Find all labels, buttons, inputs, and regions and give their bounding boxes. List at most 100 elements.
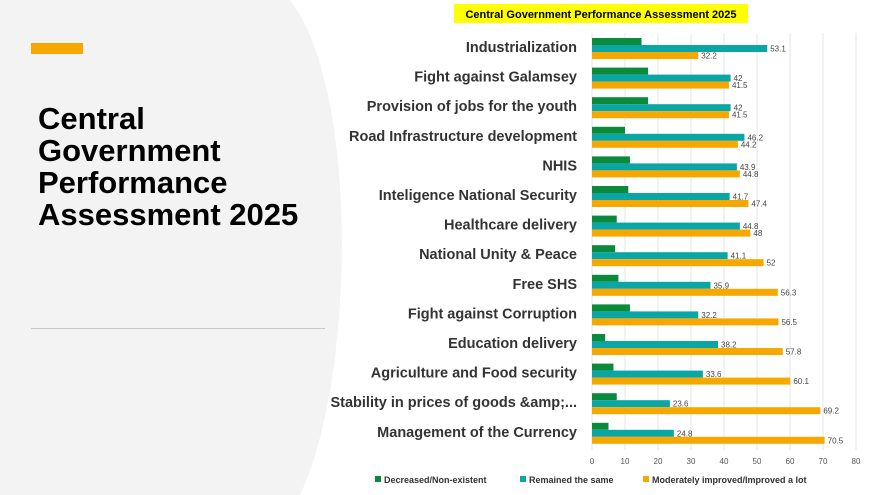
bar: [592, 363, 614, 371]
data-label: 32.2: [701, 52, 717, 61]
data-label: 69.2: [823, 407, 839, 416]
bar: [592, 45, 768, 52]
bar: [592, 74, 731, 82]
bar: [592, 377, 791, 385]
x-tick-label: 10: [621, 457, 630, 466]
bar: [592, 259, 764, 267]
bar: [592, 67, 649, 75]
data-label: 35.9: [713, 281, 729, 290]
x-tick-label: 50: [753, 457, 762, 466]
bar: [592, 274, 619, 282]
category-label: National Unity & Peace: [419, 247, 577, 263]
data-label: 46.2: [747, 133, 763, 142]
bar: [592, 215, 617, 223]
bar: [592, 140, 738, 148]
bar: [592, 252, 728, 260]
x-tick-label: 60: [786, 457, 795, 466]
bar: [592, 393, 617, 401]
x-tick-label: 30: [687, 457, 696, 466]
x-tick-label: 70: [819, 457, 828, 466]
bar: [592, 52, 699, 59]
legend-label: Remained the same: [529, 475, 614, 485]
chart-title-highlight: [454, 4, 748, 23]
data-label: 47.4: [751, 200, 767, 209]
x-tick-label: 80: [852, 457, 861, 466]
bar: [592, 229, 751, 237]
bar: [592, 193, 730, 200]
accent-bar: [31, 43, 83, 54]
bar: [592, 370, 703, 378]
category-label: NHIS: [542, 158, 577, 174]
bar: [592, 245, 616, 253]
category-label: Stability in prices of goods &amp;...: [330, 395, 577, 411]
bar: [592, 334, 606, 341]
data-label: 44.2: [741, 140, 757, 149]
category-labels: Industrialization Fight against Galamsey P…: [330, 40, 577, 441]
data-label: 60.1: [793, 377, 809, 386]
bar: [592, 407, 821, 415]
x-axis-ticks: 0 10 20 30 40 50 60 70 80: [590, 457, 861, 466]
bar: [592, 400, 670, 408]
legend-swatch: [375, 476, 381, 482]
x-tick-label: 0: [590, 457, 595, 466]
category-label: Free SHS: [513, 277, 578, 293]
legend-swatch: [520, 476, 526, 482]
data-label: 56.5: [781, 318, 797, 327]
bar: [592, 97, 649, 105]
bar: [592, 163, 737, 171]
bar: [592, 170, 740, 178]
category-label: Management of the Currency: [377, 425, 577, 441]
bar: [592, 341, 719, 348]
data-label: 42: [734, 74, 743, 83]
category-label: Fight against Corruption: [408, 306, 577, 322]
legend-label: Decreased/Non-existent: [384, 475, 487, 485]
bar: [592, 38, 642, 45]
bars: 53.132.24241.54241.546.244.243.944.841.7…: [592, 38, 844, 445]
bar: [592, 126, 625, 134]
bar: [592, 186, 629, 193]
bar: [592, 288, 778, 296]
category-label: Provision of jobs for the youth: [367, 99, 577, 115]
bar: [592, 104, 731, 112]
data-label: 32.2: [701, 311, 717, 320]
bar: [592, 281, 711, 289]
data-label: 41.7: [733, 193, 749, 202]
data-label: 41.5: [732, 111, 748, 120]
data-label: 42: [734, 104, 743, 113]
bar: [592, 429, 674, 437]
x-tick-label: 20: [654, 457, 663, 466]
divider: [31, 328, 325, 329]
bar: [592, 81, 729, 89]
category-label: Industrialization: [466, 40, 577, 56]
bar: [592, 318, 779, 326]
category-label: Agriculture and Food security: [371, 366, 577, 382]
data-label: 23.6: [673, 400, 689, 409]
data-label: 33.6: [706, 370, 722, 379]
data-label: 44.8: [743, 222, 759, 231]
data-label: 43.9: [740, 163, 756, 172]
data-label: 48: [753, 229, 762, 238]
legend-label: Moderately improved/Improved a lot: [652, 475, 807, 485]
data-label: 56.3: [781, 288, 797, 297]
category-label: Education delivery: [448, 336, 577, 352]
category-label: Road Infrastructure development: [349, 129, 577, 145]
chart-title: Central Government Performance Assessmen…: [465, 9, 736, 21]
data-label: 53.1: [770, 45, 786, 54]
legend-swatch: [643, 476, 649, 482]
bar: [592, 436, 825, 444]
bar: [592, 311, 699, 319]
data-label: 44.8: [743, 170, 759, 179]
bar: [592, 304, 630, 312]
bar: [592, 222, 740, 230]
category-label: Fight against Galamsey: [414, 70, 577, 86]
data-label: 24.8: [677, 429, 693, 438]
x-tick-label: 40: [720, 457, 729, 466]
bar: [592, 156, 630, 164]
bar: [592, 133, 745, 141]
bar: [592, 200, 749, 207]
data-label: 52: [767, 259, 776, 268]
data-label: 57.8: [786, 348, 802, 357]
data-label: 38.2: [721, 341, 737, 350]
